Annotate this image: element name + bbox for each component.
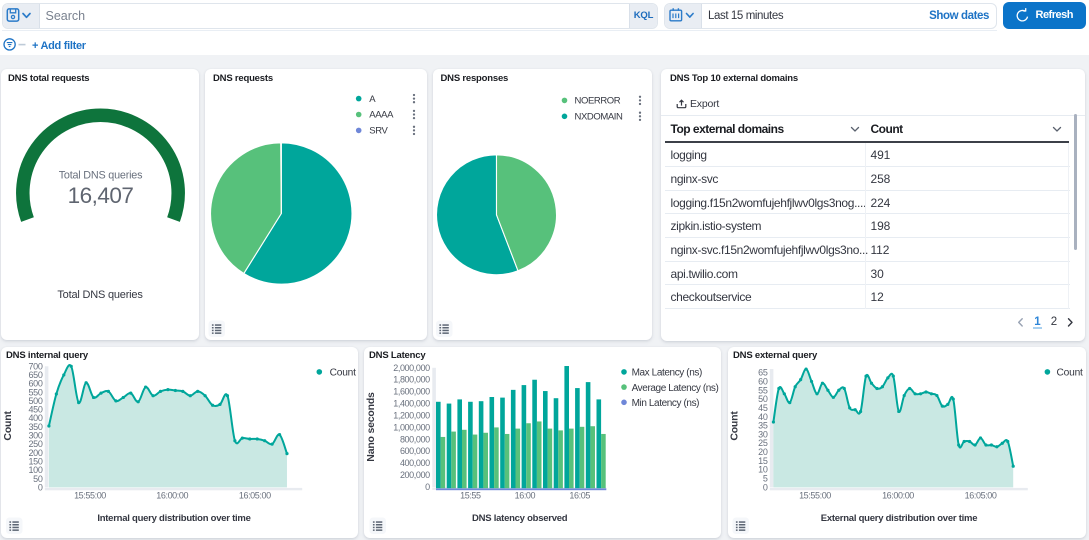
- svg-text:A: A: [369, 94, 376, 105]
- svg-text:0: 0: [425, 482, 430, 492]
- svg-text:1,400,000: 1,400,000: [393, 399, 430, 409]
- svg-text:DNS latency observed: DNS latency observed: [472, 513, 568, 524]
- svg-text:45: 45: [758, 403, 768, 413]
- svg-text:30: 30: [758, 429, 768, 439]
- svg-text:65: 65: [758, 368, 768, 378]
- svg-text:250: 250: [28, 439, 42, 449]
- svg-text:25: 25: [758, 438, 768, 448]
- svg-text:400,000: 400,000: [400, 458, 430, 468]
- svg-text:16:00:00: 16:00:00: [882, 491, 914, 501]
- svg-text:500: 500: [28, 396, 42, 406]
- svg-text:16,407: 16,407: [68, 183, 134, 208]
- svg-text:40: 40: [758, 412, 768, 422]
- svg-text:300: 300: [28, 431, 42, 441]
- svg-text:Average Latency (ns): Average Latency (ns): [632, 383, 719, 394]
- svg-text:400: 400: [28, 413, 42, 423]
- svg-text:1,800,000: 1,800,000: [393, 375, 430, 385]
- svg-text:550: 550: [28, 387, 42, 397]
- svg-text:Internal query distribution ov: Internal query distribution over time: [97, 513, 250, 524]
- svg-text:50: 50: [758, 394, 768, 404]
- svg-text:20: 20: [758, 447, 768, 457]
- svg-text:16:05:00: 16:05:00: [239, 491, 271, 501]
- svg-text:200: 200: [28, 448, 42, 458]
- svg-text:AAAA: AAAA: [369, 110, 394, 121]
- svg-text:15:55:00: 15:55:00: [799, 491, 831, 501]
- svg-text:Total DNS queries: Total DNS queries: [59, 170, 143, 182]
- svg-text:60: 60: [758, 376, 768, 386]
- svg-text:2,000,000: 2,000,000: [393, 363, 430, 373]
- svg-text:SRV: SRV: [369, 126, 388, 137]
- svg-text:150: 150: [28, 456, 42, 466]
- svg-text:Count: Count: [330, 368, 357, 379]
- svg-text:16:00: 16:00: [515, 491, 536, 501]
- svg-text:600,000: 600,000: [400, 446, 430, 456]
- svg-text:5: 5: [763, 474, 768, 484]
- svg-text:35: 35: [758, 421, 768, 431]
- svg-text:15:55:00: 15:55:00: [74, 491, 106, 501]
- svg-text:NXDOMAIN: NXDOMAIN: [575, 112, 624, 123]
- svg-text:350: 350: [28, 422, 42, 432]
- svg-text:16:05:00: 16:05:00: [965, 491, 997, 501]
- svg-text:600: 600: [28, 379, 42, 389]
- svg-text:16:05: 16:05: [569, 491, 590, 501]
- svg-text:0: 0: [38, 482, 43, 492]
- svg-text:External query distribution ov: External query distribution over time: [821, 513, 978, 524]
- svg-text:Count: Count: [1057, 368, 1084, 379]
- svg-text:Count: Count: [729, 411, 741, 441]
- svg-text:450: 450: [28, 405, 42, 415]
- svg-text:NOERROR: NOERROR: [575, 96, 621, 107]
- svg-text:Max Latency (ns): Max Latency (ns): [632, 368, 702, 379]
- svg-text:650: 650: [28, 370, 42, 380]
- svg-text:1,600,000: 1,600,000: [393, 387, 430, 397]
- svg-text:15: 15: [758, 456, 768, 466]
- svg-text:800,000: 800,000: [400, 434, 430, 444]
- svg-text:16:00:00: 16:00:00: [156, 491, 188, 501]
- svg-text:10: 10: [758, 465, 768, 475]
- svg-text:Min Latency (ns): Min Latency (ns): [632, 398, 700, 409]
- svg-text:200,000: 200,000: [400, 470, 430, 480]
- svg-text:15:55: 15:55: [460, 491, 481, 501]
- svg-text:0: 0: [763, 482, 768, 492]
- svg-text:1,000,000: 1,000,000: [393, 422, 430, 432]
- svg-text:55: 55: [758, 385, 768, 395]
- svg-text:700: 700: [28, 361, 42, 371]
- svg-text:Count: Count: [2, 411, 14, 441]
- svg-text:50: 50: [33, 474, 43, 484]
- svg-text:Total DNS queries: Total DNS queries: [57, 289, 143, 301]
- svg-text:1,200,000: 1,200,000: [393, 410, 430, 420]
- svg-text:Nano seconds: Nano seconds: [365, 392, 377, 462]
- svg-text:100: 100: [28, 465, 42, 475]
